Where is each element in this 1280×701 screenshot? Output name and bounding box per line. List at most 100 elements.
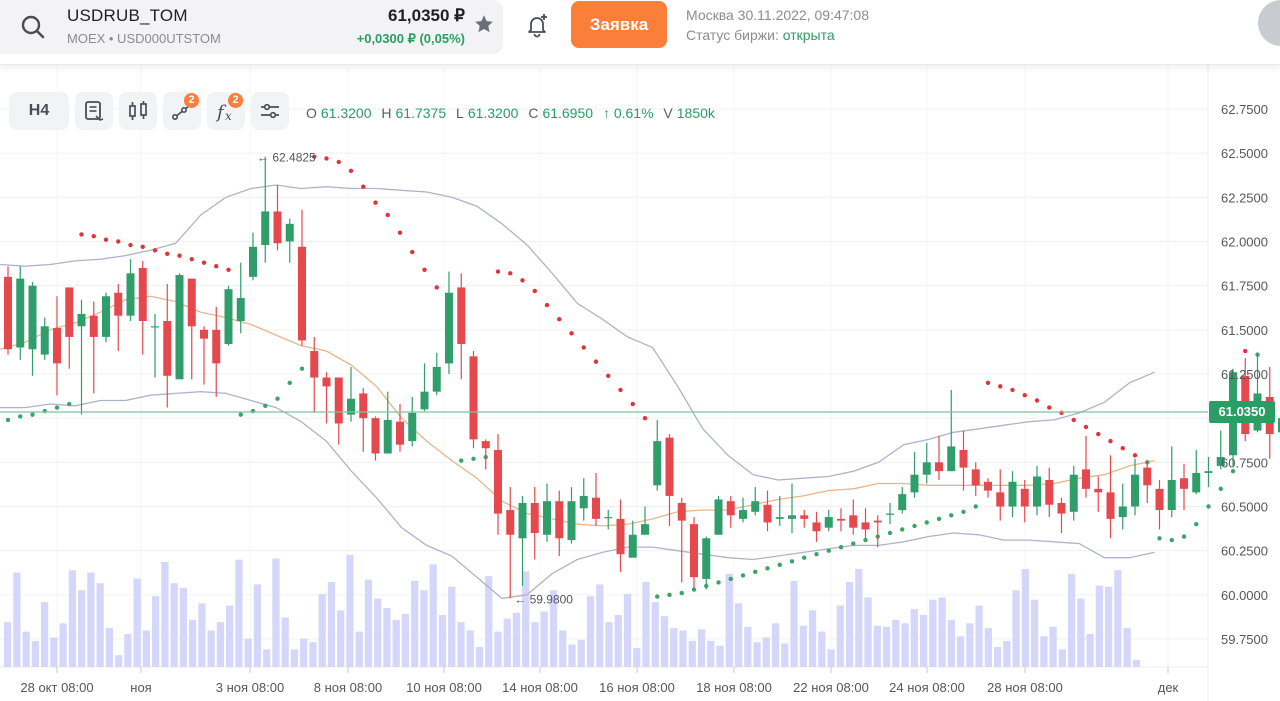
volume-bar bbox=[670, 628, 678, 667]
sar-dot bbox=[103, 237, 109, 242]
volume-bar bbox=[827, 649, 835, 667]
candle-body bbox=[469, 356, 478, 440]
price-tick-label: 60.0000 bbox=[1221, 588, 1268, 603]
volume-bar bbox=[1095, 585, 1103, 667]
sar-dot bbox=[655, 594, 660, 599]
volume-bar bbox=[568, 644, 576, 667]
candle-body bbox=[579, 495, 588, 509]
sar-dot bbox=[1181, 534, 1187, 539]
time-tick-label: 14 ноя 08:00 bbox=[502, 680, 578, 695]
volume-bar bbox=[771, 623, 780, 667]
ticker-change: +0,0300 ₽ (0,05%) bbox=[356, 31, 465, 46]
sar-dot bbox=[1071, 417, 1076, 423]
candle-body bbox=[616, 518, 625, 555]
sar-dot bbox=[900, 527, 905, 532]
volume-bar bbox=[549, 590, 558, 667]
ohlc-open: 61.3200 bbox=[320, 105, 372, 121]
bollinger-lower bbox=[0, 391, 1155, 600]
candle-body bbox=[310, 351, 319, 378]
candle-body bbox=[530, 502, 539, 533]
sar-dot bbox=[1010, 387, 1015, 393]
volume-bar bbox=[96, 583, 104, 667]
volume-bar bbox=[614, 615, 622, 667]
sar-dot bbox=[1108, 438, 1113, 444]
sar-dot bbox=[838, 544, 844, 550]
candle-body bbox=[151, 326, 159, 328]
volume-bar bbox=[78, 590, 86, 667]
top-bar: USDRUB_TOM MOEX • USD000UTSTOM 61,0350 ₽… bbox=[0, 0, 1280, 65]
sar-dot bbox=[54, 405, 60, 410]
sar-dot bbox=[1169, 537, 1174, 543]
volume-bar bbox=[1123, 628, 1131, 667]
volume-bar bbox=[1040, 636, 1048, 667]
candle-body bbox=[861, 522, 870, 530]
sar-dot bbox=[508, 271, 513, 276]
volume-bar bbox=[688, 641, 696, 667]
volume-bar bbox=[605, 622, 613, 667]
chart-type-button[interactable] bbox=[119, 92, 157, 130]
candle-body bbox=[1167, 480, 1176, 511]
time-tick-label: 28 ноя 08:00 bbox=[987, 680, 1063, 695]
volume-bar bbox=[910, 609, 918, 667]
volume-bar bbox=[1132, 659, 1140, 667]
instrument-selector[interactable]: USDRUB_TOM MOEX • USD000UTSTOM 61,0350 ₽… bbox=[0, 0, 503, 54]
sar-dot bbox=[1194, 521, 1199, 527]
volume-bar bbox=[679, 630, 687, 667]
volume-bar bbox=[272, 558, 280, 667]
candle-body bbox=[1033, 476, 1041, 507]
sar-dot bbox=[593, 359, 599, 364]
sar-dot bbox=[116, 239, 121, 244]
timeframe-button[interactable]: H4 bbox=[9, 92, 69, 130]
search-icon[interactable] bbox=[18, 12, 48, 42]
candle-body bbox=[567, 501, 576, 541]
market-status: Статус биржи: открыта bbox=[686, 27, 835, 43]
candle-body bbox=[518, 502, 527, 539]
candle-body bbox=[604, 517, 613, 519]
candle-body bbox=[494, 449, 502, 514]
ohlc-low: 61.3200 bbox=[467, 105, 519, 121]
volume-bar bbox=[235, 559, 243, 667]
volume-bar bbox=[133, 578, 141, 667]
candle-body bbox=[420, 391, 429, 410]
volume-bar bbox=[411, 580, 419, 667]
volume-bar bbox=[31, 641, 40, 667]
sar-dot bbox=[1047, 405, 1052, 410]
avatar[interactable] bbox=[1258, 0, 1280, 46]
candle-body bbox=[1192, 472, 1201, 493]
volume-bar bbox=[263, 649, 271, 667]
sar-dot bbox=[1096, 431, 1101, 437]
candle-body bbox=[1094, 488, 1103, 493]
price-annotation: ← 59.9800 bbox=[514, 592, 573, 606]
volume-bar bbox=[1086, 633, 1094, 667]
svg-text:x: x bbox=[225, 109, 232, 123]
order-button[interactable]: Заявка bbox=[571, 1, 667, 48]
sar-dot bbox=[128, 242, 133, 248]
volume-bar bbox=[152, 596, 160, 667]
candle-body bbox=[371, 418, 380, 454]
alert-bell-icon[interactable] bbox=[523, 11, 551, 39]
sar-dot bbox=[177, 253, 182, 258]
candle-body bbox=[1278, 418, 1280, 433]
candle-body bbox=[1155, 488, 1164, 511]
drawings-button[interactable] bbox=[75, 92, 113, 130]
volume-bar bbox=[901, 623, 909, 667]
volume-bar bbox=[818, 631, 826, 667]
volume-bar bbox=[697, 629, 706, 667]
candle-body bbox=[922, 462, 931, 475]
volume-bar bbox=[494, 631, 502, 667]
candle-body bbox=[481, 441, 490, 449]
candle-body bbox=[163, 321, 172, 376]
settings-button[interactable] bbox=[251, 92, 289, 130]
indicators-button[interactable]: 2 bbox=[163, 92, 201, 130]
ohlc-low-key: L bbox=[456, 105, 464, 121]
sar-dot bbox=[1218, 486, 1223, 492]
candle-body bbox=[641, 524, 649, 535]
sar-dot bbox=[422, 267, 427, 272]
sar-dot bbox=[973, 504, 978, 509]
star-icon[interactable] bbox=[473, 13, 495, 35]
sar-dot bbox=[397, 230, 403, 235]
candle-body bbox=[1106, 492, 1115, 519]
